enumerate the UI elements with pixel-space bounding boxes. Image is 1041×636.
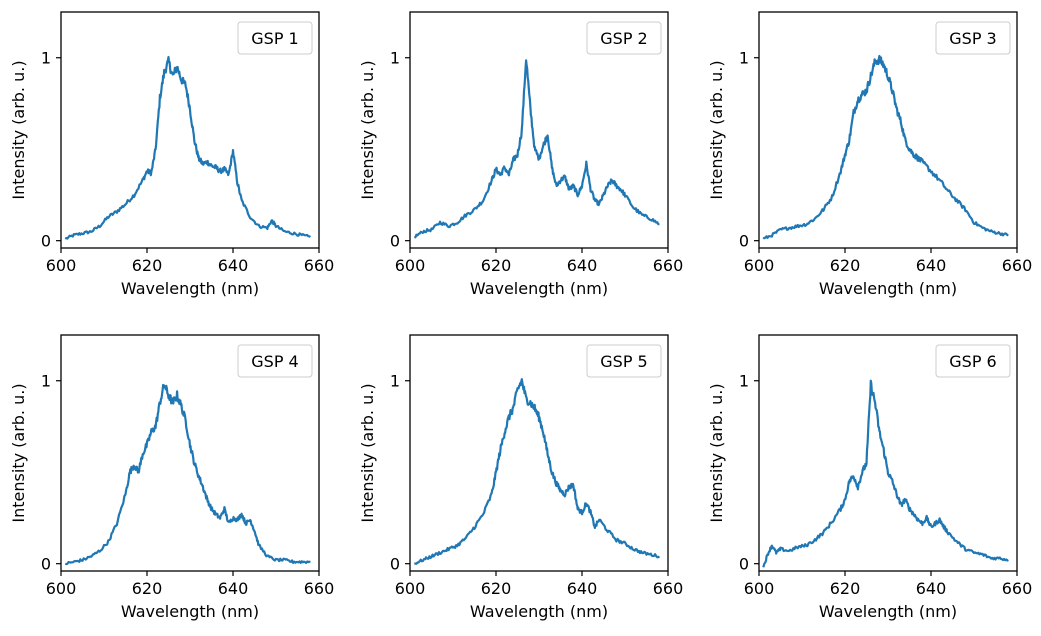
gsp-3-y-tick-label: 0 <box>739 232 749 251</box>
gsp-4-y-tick-label: 1 <box>41 372 51 391</box>
gsp-4-y-axis-label: Intensity (arb. u.) <box>9 383 28 522</box>
gsp-1-y-axis-label: Intensity (arb. u.) <box>9 60 28 199</box>
gsp-1-series-line <box>64 55 311 240</box>
gsp-3-y-axis-label: Intensity (arb. u.) <box>707 60 726 199</box>
gsp-4-series-line <box>64 383 311 566</box>
gsp-5-legend-label: GSP 5 <box>600 352 647 371</box>
gsp-4-y-tick-label: 0 <box>41 555 51 574</box>
gsp-2-series-line <box>414 59 660 239</box>
gsp-5-x-tick-label: 660 <box>653 579 684 598</box>
panel-gsp-2: 600 620 640 660 0 1 Wavelength (nm) Intensity (… <box>358 11 684 298</box>
gsp-3-legend-box <box>935 21 1011 55</box>
gsp-2-x-tick-label: 660 <box>653 256 684 275</box>
gsp-1-y-tick-label: 1 <box>41 49 51 68</box>
gsp-3-legend-label: GSP 3 <box>949 29 996 48</box>
gsp-5-y-tick-label: 0 <box>390 555 400 574</box>
gsp-1-axes-frame <box>60 11 320 249</box>
gsp-5-y-axis-label: Intensity (arb. u.) <box>358 383 377 522</box>
gsp-4-legend-label: GSP 4 <box>251 352 298 371</box>
gsp-2-y-axis-label: Intensity (arb. u.) <box>358 60 377 199</box>
gsp-3-x-tick-label: 600 <box>744 256 775 275</box>
gsp-3-series-line <box>762 54 1009 240</box>
gsp-3-y-tick-label: 1 <box>739 49 749 68</box>
gsp-1-y-tick-label: 0 <box>41 232 51 251</box>
gsp-4-x-tick-label: 620 <box>132 579 163 598</box>
gsp-5-series-line <box>414 378 661 565</box>
gsp-3-x-tick-label: 620 <box>830 256 861 275</box>
gsp-3-x-tick-label: 640 <box>916 256 947 275</box>
gsp-6-legend-label: GSP 6 <box>949 352 996 371</box>
gsp-2-x-tick-label: 620 <box>481 256 512 275</box>
gsp-5-x-tick-label: 600 <box>395 579 426 598</box>
gsp-2-y-tick-label: 0 <box>390 232 400 251</box>
gsp-1-legend-box <box>237 21 313 55</box>
gsp-6-axes-frame <box>758 334 1018 572</box>
gsp-6-y-tick-label: 1 <box>739 372 749 391</box>
panel-gsp-5: 600 620 640 660 0 1 Wavelength (nm) Intensity (… <box>358 334 684 621</box>
gsp-3-x-tick-label: 660 <box>1002 256 1033 275</box>
gsp-5-x-tick-label: 640 <box>567 579 598 598</box>
gsp-3-axes-frame <box>758 11 1018 249</box>
gsp-1-x-tick-label: 620 <box>132 256 163 275</box>
gsp-1-legend-label: GSP 1 <box>251 29 298 48</box>
gsp-6-y-tick-label: 0 <box>739 555 749 574</box>
gsp-5-y-tick-label: 1 <box>390 372 400 391</box>
gsp-5-axes-frame <box>409 334 669 572</box>
gsp-5-legend-box <box>586 344 662 378</box>
gsp-6-x-tick-label: 620 <box>830 579 861 598</box>
gsp-4-axes-frame <box>60 334 320 572</box>
gsp-1-x-axis-label: Wavelength (nm) <box>121 279 259 298</box>
gsp-2-legend-label: GSP 2 <box>600 29 647 48</box>
gsp-3-x-axis-label: Wavelength (nm) <box>819 279 957 298</box>
gsp-6-x-tick-label: 640 <box>916 579 947 598</box>
gsp-2-y-tick-label: 1 <box>390 49 400 68</box>
gsp-6-y-axis-label: Intensity (arb. u.) <box>707 383 726 522</box>
gsp-5-x-axis-label: Wavelength (nm) <box>470 602 608 621</box>
gsp-6-x-axis-label: Wavelength (nm) <box>819 602 957 621</box>
gsp-2-axes-frame <box>409 11 669 249</box>
gsp-1-x-tick-label: 660 <box>304 256 335 275</box>
gsp-4-x-axis-label: Wavelength (nm) <box>121 602 259 621</box>
gsp-4-x-tick-label: 600 <box>46 579 77 598</box>
gsp-4-x-tick-label: 640 <box>218 579 249 598</box>
gsp-4-legend-box <box>237 344 313 378</box>
gsp-6-x-tick-label: 600 <box>744 579 775 598</box>
panel-gsp-1: 600 620 640 660 0 1 Wavelength (nm) Intensity (… <box>9 11 335 298</box>
panel-gsp-3: 600 620 640 660 0 1 Wavelength (nm) Intensity (… <box>707 11 1033 298</box>
gsp-2-x-axis-label: Wavelength (nm) <box>470 279 608 298</box>
gsp-1-x-tick-label: 600 <box>46 256 77 275</box>
gsp-2-x-tick-label: 640 <box>567 256 598 275</box>
panel-gsp-6: 600 620 640 660 0 1 Wavelength (nm) Intensity (… <box>707 334 1033 621</box>
gsp-2-legend-box <box>586 21 662 55</box>
gsp-1-x-tick-label: 640 <box>218 256 249 275</box>
gsp-4-x-tick-label: 660 <box>304 579 335 598</box>
gsp-2-x-tick-label: 600 <box>395 256 426 275</box>
gsp-6-x-tick-label: 660 <box>1002 579 1033 598</box>
gsp-5-x-tick-label: 620 <box>481 579 512 598</box>
panel-gsp-4: 600 620 640 660 0 1 Wavelength (nm) Intensity (… <box>9 334 335 621</box>
gsp-6-legend-box <box>935 344 1011 378</box>
gsp-6-series-line <box>762 379 1009 568</box>
